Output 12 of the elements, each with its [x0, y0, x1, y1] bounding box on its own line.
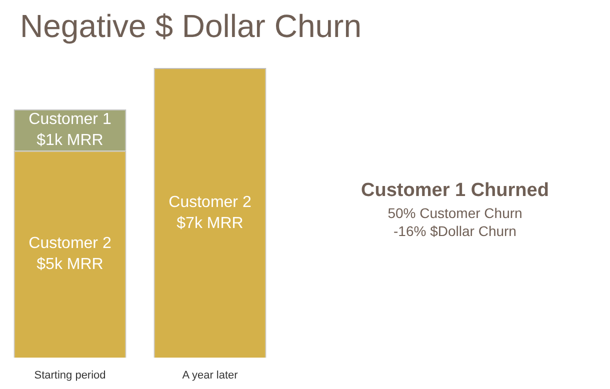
series-label: Customer 2 [28, 235, 112, 252]
x-tick-label: Starting period [34, 369, 106, 382]
data-label: $1k MRR [36, 132, 104, 150]
text: -16% $Dollar Churn [392, 222, 518, 240]
data-label: $5k MRR [36, 256, 104, 274]
series-label: Customer 1 [28, 111, 112, 128]
text: Customer 1 Churned [360, 179, 550, 203]
text: 50% Customer Churn [386, 204, 524, 222]
chart-title: Negative $ Dollar Churn [20, 8, 362, 45]
x-tick-label: A year later [182, 369, 238, 382]
data-label: $7k MRR [176, 214, 244, 232]
text: Customer 2 [168, 194, 252, 211]
